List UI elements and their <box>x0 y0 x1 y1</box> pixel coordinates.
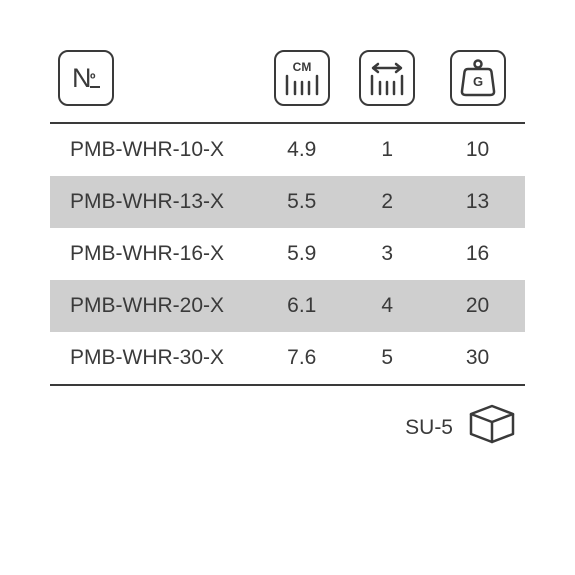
spec-table-container: N º CM <box>0 0 575 482</box>
cell-g: 20 <box>430 280 525 332</box>
cell-cm: 4.9 <box>259 123 345 176</box>
cell-cm: 7.6 <box>259 332 345 385</box>
svg-text:º: º <box>90 71 96 88</box>
ruler-cm-icon: CM <box>274 50 330 106</box>
cell-no: PMB-WHR-20-X <box>50 280 259 332</box>
cell-span: 5 <box>345 332 431 385</box>
number-icon: N º <box>58 50 114 106</box>
table-row: PMB-WHR-13-X 5.5 2 13 <box>50 176 525 228</box>
cell-cm: 6.1 <box>259 280 345 332</box>
box-icon <box>467 404 517 452</box>
table-header-row: N º CM <box>50 40 525 123</box>
table-row: PMB-WHR-16-X 5.9 3 16 <box>50 228 525 280</box>
cell-no: PMB-WHR-16-X <box>50 228 259 280</box>
svg-text:N: N <box>72 63 92 93</box>
cell-span: 2 <box>345 176 431 228</box>
weight-icon: G <box>450 50 506 106</box>
table-row: PMB-WHR-30-X 7.6 5 30 <box>50 332 525 385</box>
cell-span: 4 <box>345 280 431 332</box>
table-row: PMB-WHR-10-X 4.9 1 10 <box>50 123 525 176</box>
table-row: PMB-WHR-20-X 6.1 4 20 <box>50 280 525 332</box>
g-label: G <box>472 74 482 89</box>
ruler-span-icon <box>359 50 415 106</box>
cell-span: 1 <box>345 123 431 176</box>
footer-label: SU-5 <box>405 416 453 440</box>
cell-span: 3 <box>345 228 431 280</box>
footer: SU-5 <box>50 386 525 452</box>
header-cm: CM <box>259 40 345 123</box>
cell-g: 13 <box>430 176 525 228</box>
cell-g: 30 <box>430 332 525 385</box>
cm-label: CM <box>292 60 311 74</box>
table-body: PMB-WHR-10-X 4.9 1 10 PMB-WHR-13-X 5.5 2… <box>50 123 525 385</box>
cell-cm: 5.5 <box>259 176 345 228</box>
cell-g: 16 <box>430 228 525 280</box>
cell-cm: 5.9 <box>259 228 345 280</box>
header-weight: G <box>430 40 525 123</box>
header-no: N º <box>50 40 259 123</box>
cell-no: PMB-WHR-30-X <box>50 332 259 385</box>
cell-no: PMB-WHR-10-X <box>50 123 259 176</box>
header-span <box>345 40 431 123</box>
spec-table: N º CM <box>50 40 525 386</box>
cell-g: 10 <box>430 123 525 176</box>
cell-no: PMB-WHR-13-X <box>50 176 259 228</box>
